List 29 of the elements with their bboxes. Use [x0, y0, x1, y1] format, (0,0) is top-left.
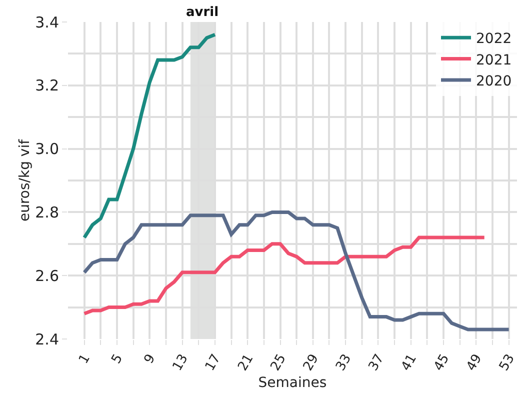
x-tick-label: 13 — [170, 352, 192, 374]
y-tick-label: 3.4 — [35, 13, 59, 32]
x-tick-label: 9 — [142, 352, 159, 367]
y-tick-label: 2.6 — [35, 266, 59, 285]
y-tick-label: 3.0 — [35, 140, 59, 158]
x-tick-label: 33 — [333, 352, 355, 374]
x-tick-label: 29 — [300, 352, 322, 374]
y-tick-label: 3.2 — [35, 76, 59, 95]
x-tick-label: 45 — [431, 352, 453, 374]
line-series — [82, 236, 486, 316]
x-tick-label: 25 — [268, 352, 290, 374]
line-series — [82, 32, 217, 240]
y-axis-title: euros/kg vif — [17, 138, 34, 222]
x-tick-label: 53 — [496, 352, 518, 374]
y-tick-label: 2.8 — [35, 203, 59, 222]
y-tick-label: 2.4 — [35, 330, 59, 348]
x-tick-label: 21 — [235, 352, 257, 374]
legend-label: 2022 — [476, 31, 512, 48]
x-tick-label: 1 — [76, 352, 94, 367]
legend-label: 2021 — [476, 52, 512, 68]
x-tick-label: 41 — [398, 352, 420, 374]
band-label: avril — [186, 5, 219, 20]
x-tick-label: 37 — [366, 352, 388, 374]
x-axis-title: Semaines — [258, 374, 327, 391]
legend-label: 2020 — [476, 73, 512, 90]
line-series — [82, 210, 511, 332]
x-tick-label: 49 — [464, 352, 486, 374]
x-tick-label: 5 — [108, 352, 126, 367]
x-tick-label: 17 — [202, 352, 224, 374]
